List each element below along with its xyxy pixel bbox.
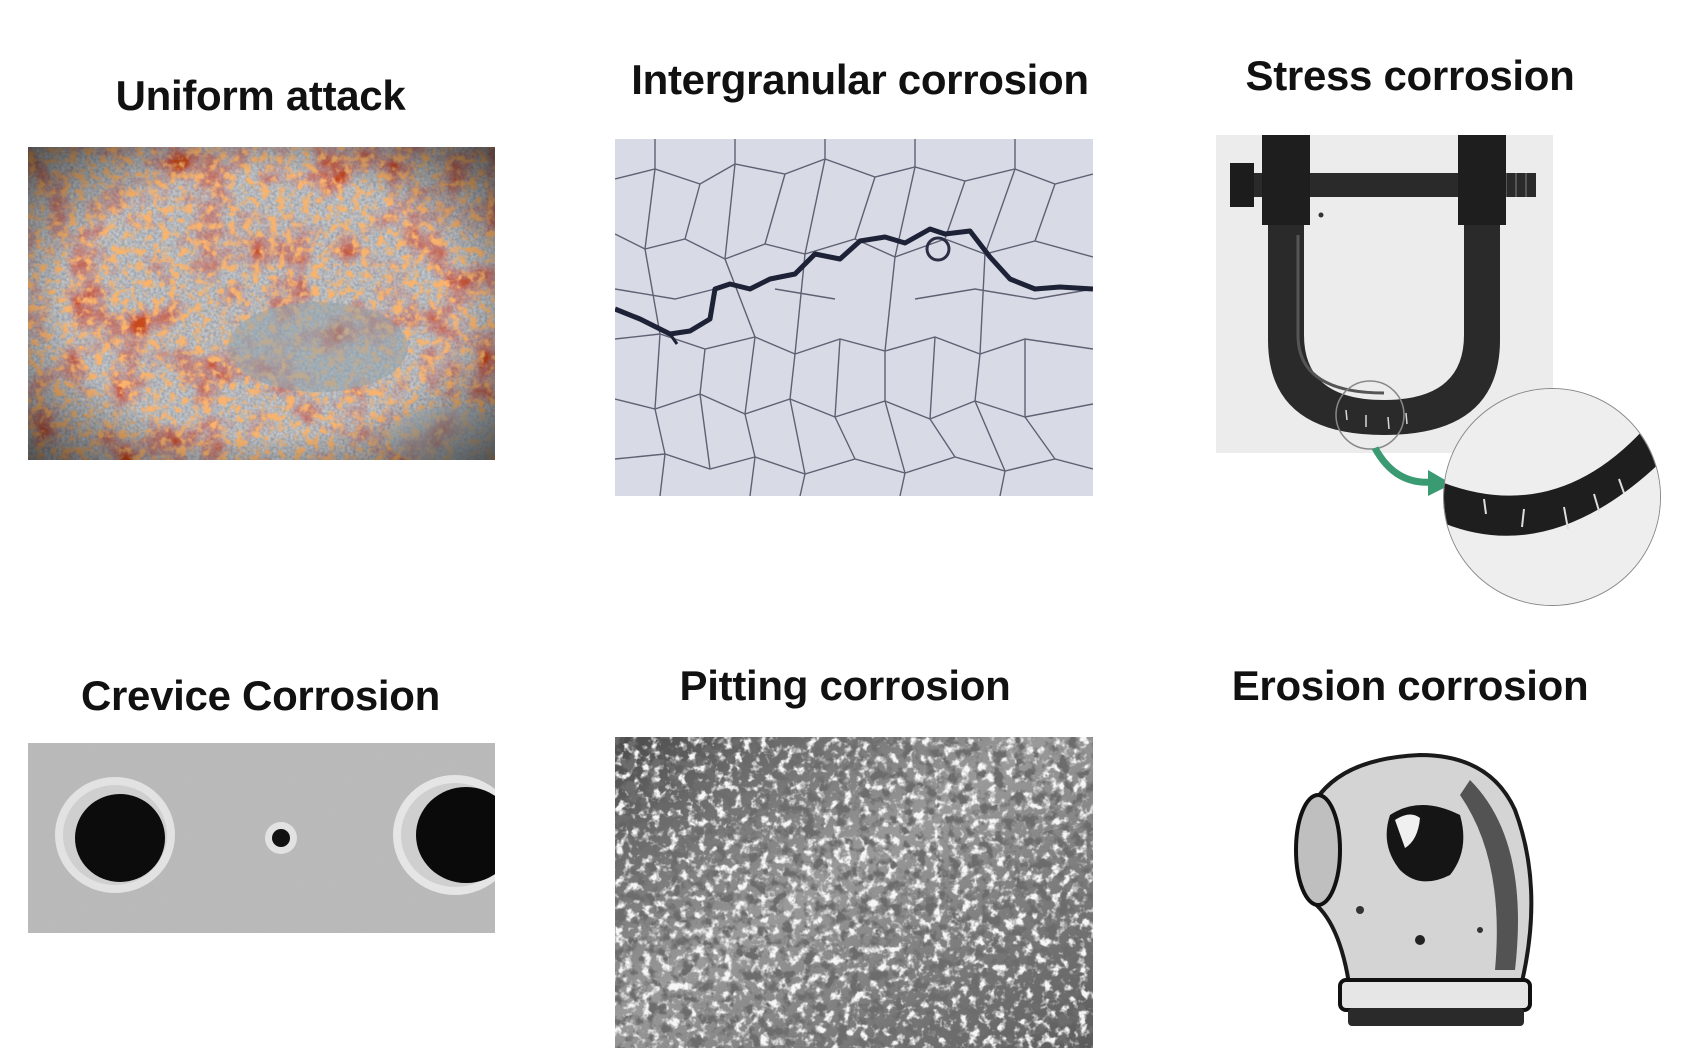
crevice-corrosion-image: [28, 743, 495, 933]
stress-corrosion-image: [1216, 135, 1553, 453]
label-stress-corrosion: Stress corrosion: [1245, 52, 1575, 99]
label-intergranular-corrosion: Intergranular corrosion: [631, 56, 1089, 103]
label-pitting-corrosion: Pitting corrosion: [679, 662, 1011, 709]
magnified-crack-detail: [1443, 388, 1661, 606]
erosion-corrosion-image: [1270, 740, 1560, 1050]
label-crevice-corrosion: Crevice Corrosion: [80, 672, 441, 719]
pitting-corrosion-image: [615, 737, 1093, 1048]
label-erosion-corrosion: Erosion corrosion: [1231, 662, 1589, 709]
intergranular-corrosion-image: [615, 139, 1093, 496]
uniform-attack-image: [28, 147, 495, 460]
label-uniform-attack: Uniform attack: [115, 72, 406, 119]
callout-arrow: [1371, 446, 1452, 496]
